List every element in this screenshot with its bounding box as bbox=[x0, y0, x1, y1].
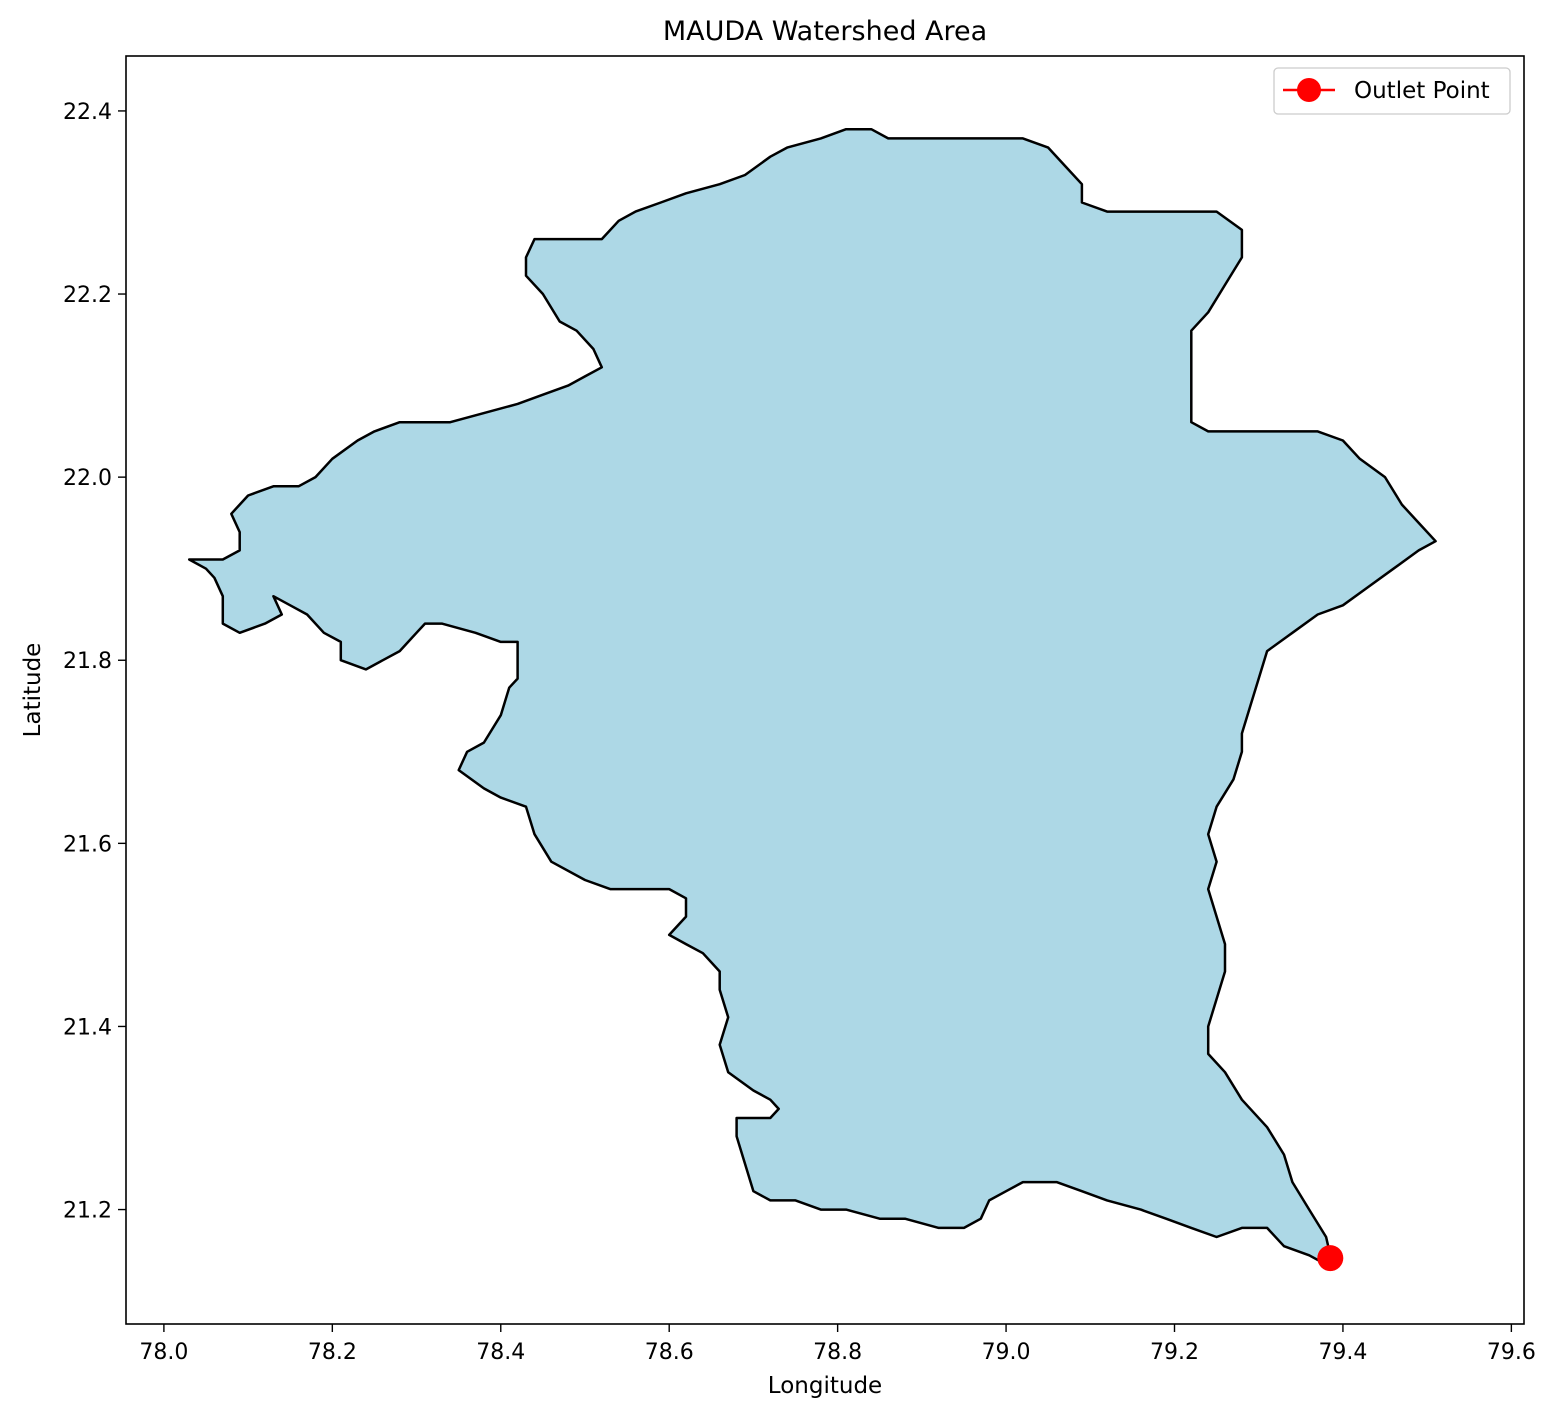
watershed-polygon bbox=[187, 127, 1437, 1266]
x-axis-label: Longitude bbox=[768, 1373, 882, 1399]
legend-box bbox=[1273, 67, 1511, 115]
x-tick-label: 78.6 bbox=[645, 1340, 694, 1365]
y-tick-label: 22.4 bbox=[63, 100, 112, 125]
chart-title: MAUDA Watershed Area bbox=[663, 16, 987, 47]
y-axis-label: Latitude bbox=[20, 643, 46, 738]
x-tick-label: 78.4 bbox=[476, 1340, 525, 1365]
y-tick-label: 21.6 bbox=[63, 832, 112, 857]
plot-area bbox=[187, 127, 1437, 1272]
outlet-point-marker bbox=[1317, 1245, 1344, 1272]
y-tick-label: 22.2 bbox=[63, 283, 112, 308]
y-tick-label: 21.2 bbox=[63, 1199, 112, 1224]
x-tick-label: 78.2 bbox=[308, 1340, 357, 1365]
y-tick-label: 22.0 bbox=[63, 466, 112, 491]
legend: Outlet Point bbox=[1273, 67, 1511, 115]
x-tick-label: 78.8 bbox=[813, 1340, 862, 1365]
legend-label-outlet-point: Outlet Point bbox=[1354, 78, 1490, 104]
y-tick-label: 21.8 bbox=[63, 649, 112, 674]
x-tick-label: 79.2 bbox=[1150, 1340, 1199, 1365]
x-tick-label: 78.0 bbox=[139, 1340, 188, 1365]
x-tick-label: 79.6 bbox=[1487, 1340, 1536, 1365]
x-tick-label: 79.4 bbox=[1318, 1340, 1367, 1365]
x-axis: 78.0 78.2 78.4 78.6 78.8 79.0 79.2 79.4 79.6 bbox=[139, 1324, 1536, 1365]
x-tick-label: 79.0 bbox=[982, 1340, 1031, 1365]
y-axis: 21.2 21.4 21.6 21.8 22.0 22.2 22.4 bbox=[63, 100, 126, 1224]
axes-frame bbox=[125, 55, 1525, 1325]
y-tick-label: 21.4 bbox=[63, 1015, 112, 1040]
legend-marker-swatch bbox=[1297, 78, 1321, 102]
